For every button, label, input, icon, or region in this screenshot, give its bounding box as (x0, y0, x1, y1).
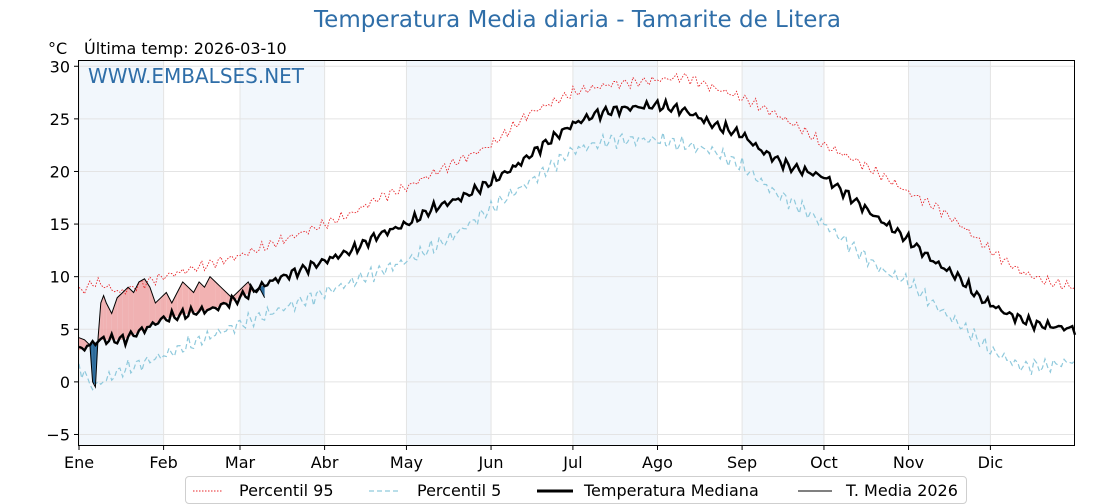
anomaly-above-fill (139, 278, 145, 332)
anomaly-above-fill (149, 287, 156, 327)
anomaly-above-fill (199, 281, 205, 312)
y-tick-label: −5 (46, 425, 70, 444)
y-tick-label: 0 (60, 373, 70, 392)
x-tick-label: Sep (727, 453, 757, 472)
series-median-line (78, 96, 1077, 353)
x-tick-label: Dic (978, 453, 1004, 472)
y-tick-label: 20 (50, 162, 70, 181)
last-temp-label: Última temp: 2026-03-10 (84, 39, 287, 58)
anomaly-above-fill (100, 295, 104, 340)
y-tick-label: 15 (50, 215, 70, 234)
anomaly-above-fill (210, 276, 216, 310)
anomaly-above-fill (215, 281, 221, 309)
series-current-line (78, 275, 266, 389)
legend-label-p5: Percentil 5 (417, 481, 502, 500)
anomaly-above-fill (133, 281, 139, 335)
anomaly-above-fill (155, 297, 161, 324)
anomaly-above-fill (111, 297, 118, 340)
legend-label-p95: Percentil 95 (239, 481, 334, 500)
y-tick-label: 10 (50, 268, 70, 287)
legend-label-median: Temperatura Mediana (584, 481, 759, 500)
y-tick-label: 25 (50, 110, 70, 129)
x-tick-label: Ago (642, 453, 673, 472)
legend-label-current: T. Media 2026 (846, 481, 958, 500)
x-tick-label: Jul (562, 453, 582, 472)
watermark: WWW.EMBALSES.NET (88, 64, 305, 88)
anomaly-above-fill (193, 281, 200, 313)
anomaly-above-fill (182, 281, 189, 315)
anomaly-above-fill (103, 295, 107, 340)
anomaly-above-fill (117, 292, 123, 340)
anomaly-above-fill (128, 287, 134, 338)
x-tick-label: May (390, 453, 423, 472)
anomaly-above-fill (188, 287, 194, 314)
series-p5-line (78, 132, 1076, 391)
x-tick-label: Abr (311, 453, 339, 472)
y-tick-label: 5 (60, 320, 70, 339)
month-band (572, 61, 658, 445)
y-tick-label: 30 (50, 57, 70, 76)
x-tick-label: Ene (64, 453, 94, 472)
x-tick-label: Jun (478, 453, 504, 472)
x-tick-label: Nov (893, 453, 924, 472)
plot-frame (78, 60, 1075, 446)
anomaly-above-fill (106, 303, 112, 340)
x-tick-label: Feb (149, 453, 177, 472)
month-band (239, 61, 325, 445)
month-band (742, 61, 824, 445)
chart-title: Temperatura Media diaria - Tamarite de L… (314, 7, 841, 33)
anomaly-above-fill (220, 287, 227, 306)
x-tick-label: Mar (225, 453, 256, 472)
anomaly-above-fill (160, 292, 167, 321)
x-tick-label: Oct (810, 453, 838, 472)
anomaly-above-fill (144, 278, 150, 330)
month-band (406, 61, 492, 445)
units-label: °C (48, 39, 68, 58)
anomaly-below-fill (92, 342, 96, 388)
anomaly-above-fill (122, 287, 129, 340)
series-p95-line (78, 72, 1076, 295)
